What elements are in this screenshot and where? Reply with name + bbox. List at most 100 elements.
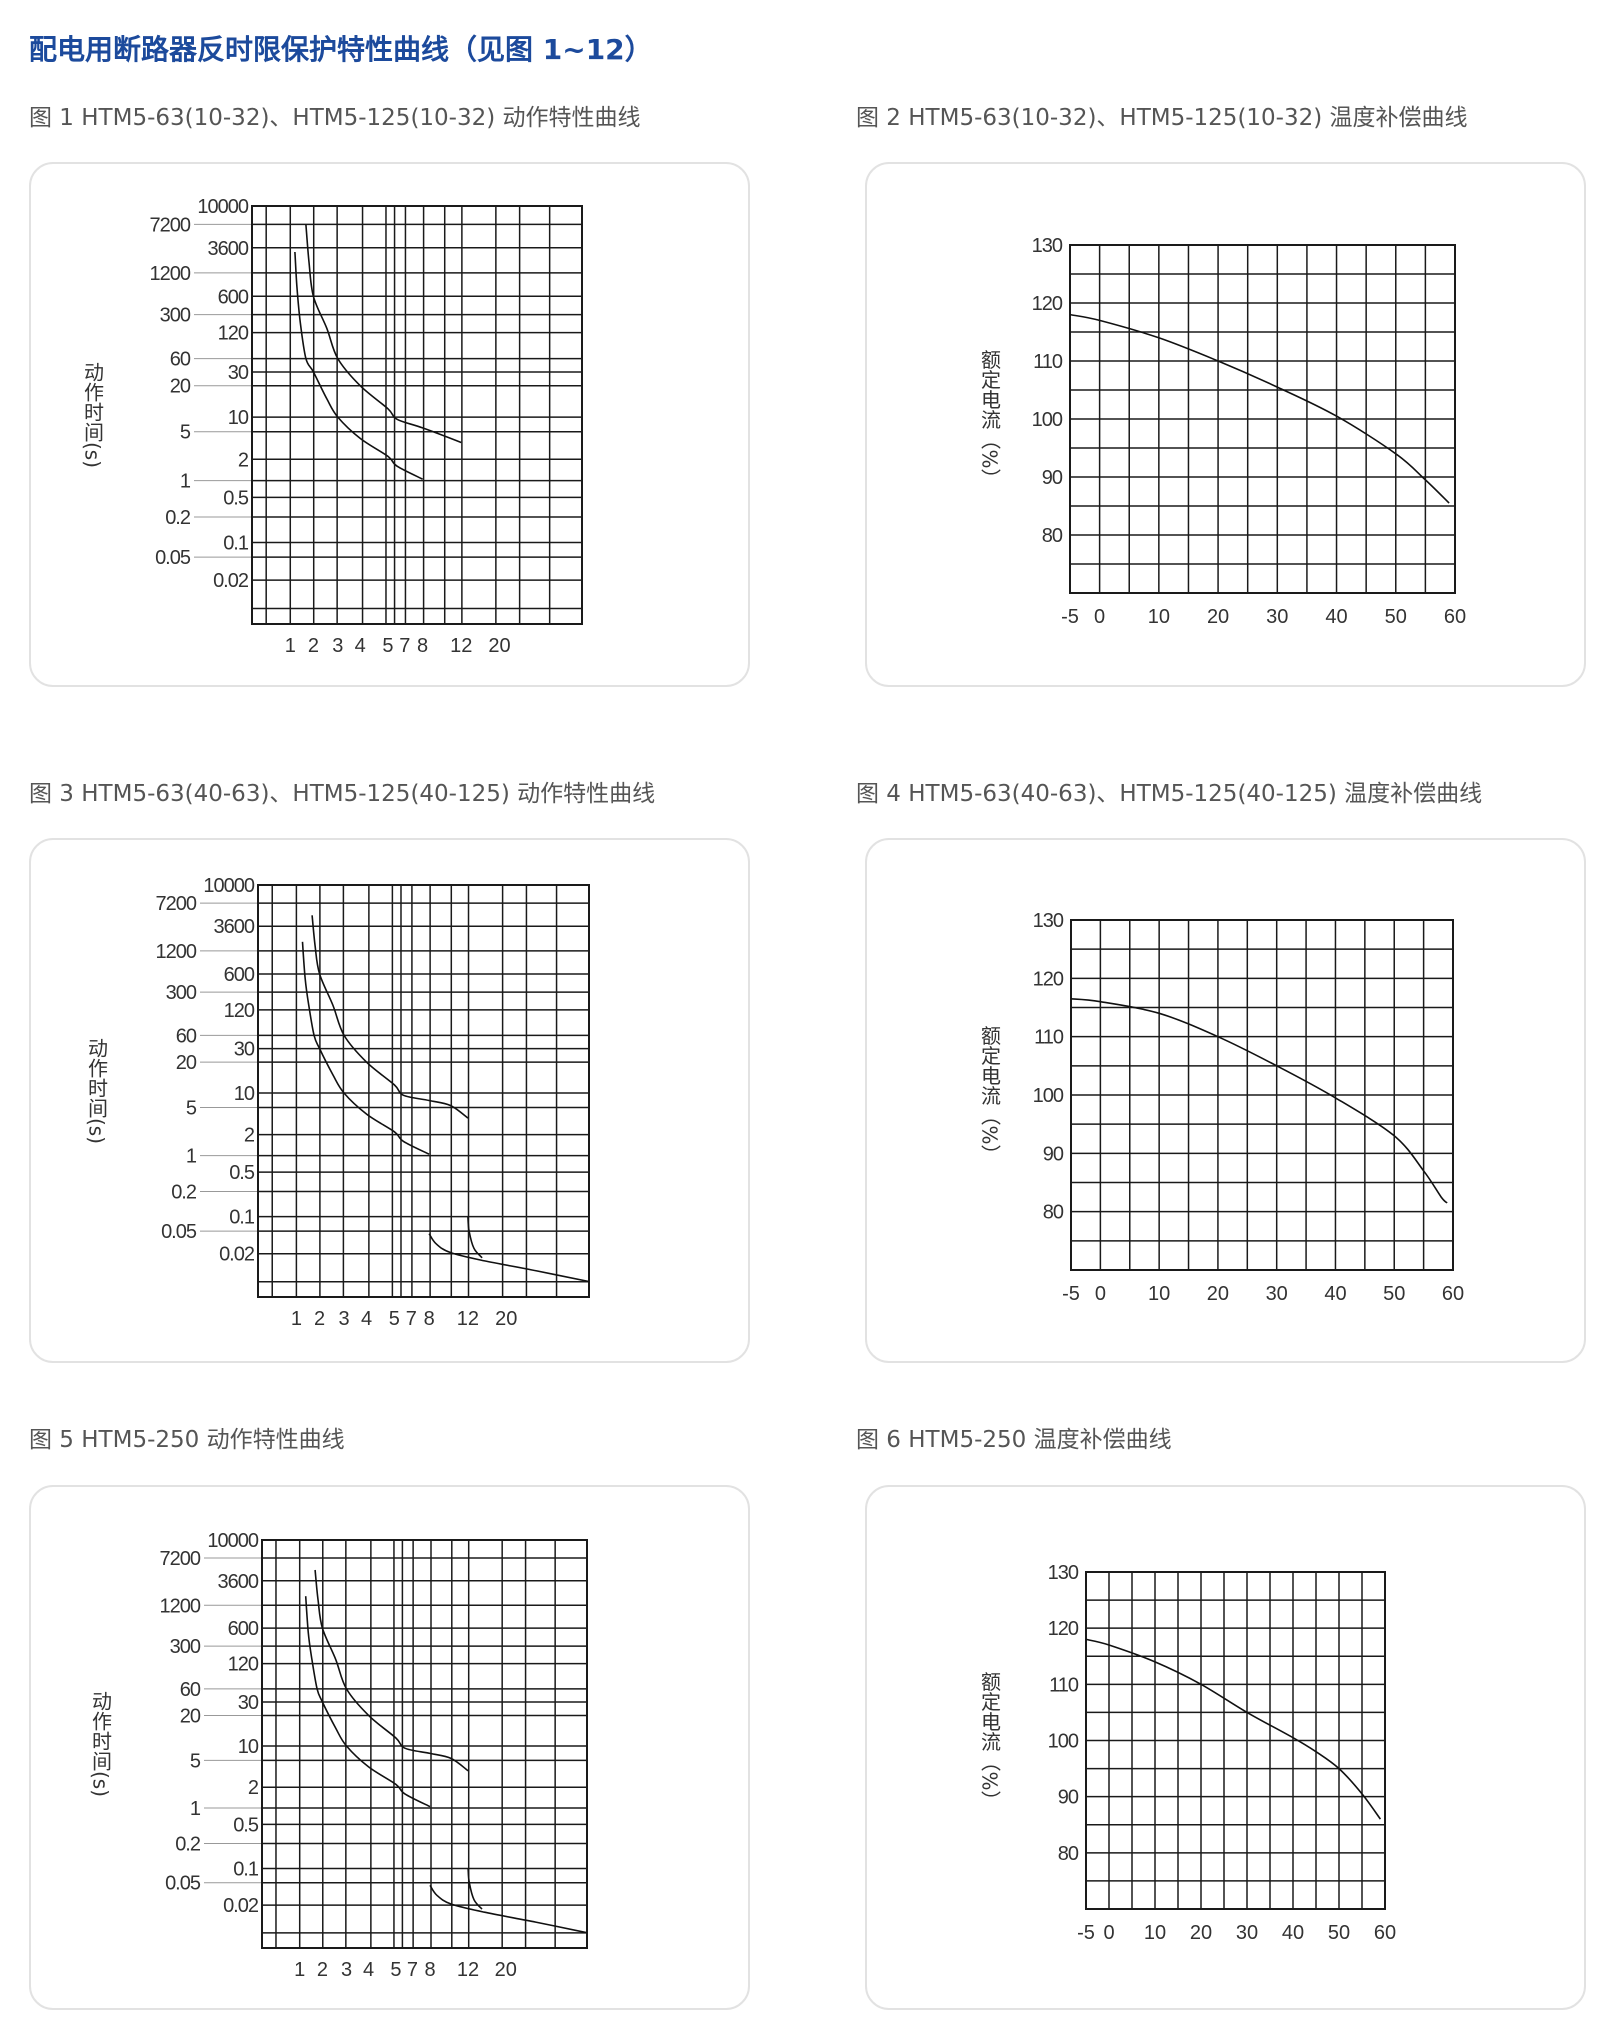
plot-frame bbox=[261, 1539, 588, 1949]
x-tick-label: 8 bbox=[424, 1959, 435, 1981]
series-upper-curve bbox=[305, 224, 462, 444]
series-instant-curve-1 bbox=[429, 1884, 587, 1934]
series-compensation-curve bbox=[1085, 1638, 1382, 1820]
x-tick-label: 0 bbox=[1103, 1922, 1114, 1944]
y-tick-label: 10 bbox=[234, 1083, 255, 1105]
x-tick-label: 4 bbox=[363, 1959, 374, 1981]
x-tick-label: 7 bbox=[399, 635, 410, 657]
y-tick-label: 1 bbox=[180, 471, 191, 493]
y-tick-label: 2 bbox=[248, 1777, 259, 1799]
y-tick-label: 600 bbox=[224, 964, 255, 986]
y-tick-label: 7200 bbox=[150, 214, 191, 236]
y-tick-label: 300 bbox=[160, 305, 191, 327]
x-tick-label: 10 bbox=[1144, 1922, 1166, 1944]
x-tick-label: 40 bbox=[1324, 1283, 1346, 1305]
y-tick-label: 120 bbox=[1048, 1618, 1079, 1640]
series-lower-curve bbox=[294, 251, 423, 480]
y-tick-label: 100 bbox=[1048, 1731, 1079, 1753]
y-axis-title: 额定电流（%） bbox=[977, 1670, 1002, 1811]
x-tick-label: 10 bbox=[1148, 1283, 1170, 1305]
x-tick-label: 0 bbox=[1095, 1283, 1106, 1305]
y-tick-label: 0.02 bbox=[223, 1895, 259, 1917]
y-tick-label: 110 bbox=[1049, 1674, 1079, 1696]
y-tick-label: 5 bbox=[190, 1750, 201, 1772]
page-title: 配电用断路器反时限保护特性曲线（见图 1~12） bbox=[29, 33, 653, 66]
y-tick-label: 120 bbox=[1032, 293, 1063, 315]
figure-5-caption: 图 5 HTM5-250 动作特性曲线 bbox=[29, 1427, 345, 1453]
plot-frame bbox=[1070, 919, 1454, 1271]
series-instant-curve-2 bbox=[467, 1216, 483, 1259]
y-tick-label: 80 bbox=[1042, 525, 1063, 547]
y-tick-label: 0.5 bbox=[233, 1814, 259, 1836]
x-tick-label: 12 bbox=[450, 635, 472, 657]
x-tick-label: 4 bbox=[361, 1308, 372, 1330]
x-tick-label: 20 bbox=[488, 635, 510, 657]
figure-2-caption: 图 2 HTM5-63(10-32)、HTM5-125(10-32) 温度补偿曲… bbox=[856, 105, 1468, 131]
x-tick-label: 20 bbox=[1207, 606, 1229, 628]
y-tick-label: 1200 bbox=[160, 1595, 201, 1617]
chart-svg: 130 120 110 100 90 80 -5 0 10 20 30 40 50 60 bbox=[1033, 910, 1465, 1305]
figure-4-card: 额定电流（%） 130 120 110 100 90 80 -5 0 10 20 30 40 50 60 bbox=[865, 838, 1586, 1363]
x-tick-label: 3 bbox=[341, 1959, 352, 1981]
x-tick-label: 40 bbox=[1325, 606, 1347, 628]
y-tick-label: 600 bbox=[228, 1618, 259, 1640]
y-tick-label: 5 bbox=[186, 1097, 197, 1119]
y-axis-title: 动作时间(s) bbox=[80, 361, 105, 469]
y-tick-label: 0.02 bbox=[213, 570, 249, 592]
y-tick-label: 20 bbox=[180, 1705, 201, 1727]
x-tick-label: 0 bbox=[1094, 606, 1105, 628]
x-tick-label: 8 bbox=[417, 635, 428, 657]
x-tick-label: 10 bbox=[1148, 606, 1170, 628]
x-tick-label: 20 bbox=[1190, 1922, 1212, 1944]
y-tick-label: 110 bbox=[1033, 351, 1063, 373]
figure-1-card: 动作时间(s) 10000 7200 3600 1200 600 300 120 60 30 20… bbox=[29, 162, 750, 687]
x-tick-label: 20 bbox=[495, 1308, 517, 1330]
y-tick-label: 0.1 bbox=[233, 1858, 259, 1880]
x-tick-label: 2 bbox=[308, 635, 319, 657]
x-tick-label: 30 bbox=[1236, 1922, 1258, 1944]
y-tick-label: 3600 bbox=[214, 916, 255, 938]
y-tick-label: 10000 bbox=[197, 196, 248, 218]
y-tick-label: 90 bbox=[1043, 1143, 1064, 1165]
y-tick-label: 3600 bbox=[208, 238, 249, 260]
y-tick-label: 120 bbox=[1033, 968, 1064, 990]
y-tick-label: 10 bbox=[228, 407, 249, 429]
y-tick-label: 100 bbox=[1033, 1085, 1064, 1107]
plot-frame bbox=[1085, 1571, 1386, 1910]
y-tick-label: 0.1 bbox=[229, 1207, 255, 1229]
x-tick-label: 4 bbox=[355, 635, 366, 657]
y-tick-label: 2 bbox=[238, 449, 249, 471]
x-tick-label: 50 bbox=[1383, 1283, 1405, 1305]
y-tick-label: 1200 bbox=[150, 263, 191, 285]
series-compensation-curve bbox=[1069, 313, 1450, 504]
series-upper-curve bbox=[311, 915, 469, 1119]
y-axis-title: 动作时间(s) bbox=[88, 1690, 113, 1798]
y-tick-label: 0.2 bbox=[171, 1182, 197, 1204]
x-tick-label: 2 bbox=[314, 1308, 325, 1330]
x-tick-label: 60 bbox=[1374, 1922, 1396, 1944]
y-tick-label: 120 bbox=[224, 1000, 255, 1022]
y-tick-label: 80 bbox=[1058, 1843, 1079, 1865]
x-tick-label: -5 bbox=[1062, 1283, 1080, 1305]
series-lower-curve bbox=[304, 1596, 431, 1808]
y-tick-label: 0.1 bbox=[223, 532, 249, 554]
y-tick-label: 130 bbox=[1032, 235, 1063, 257]
x-tick-label: 8 bbox=[424, 1308, 435, 1330]
y-tick-label: 1 bbox=[186, 1146, 197, 1168]
y-tick-label: 7200 bbox=[160, 1548, 201, 1570]
x-tick-label: 30 bbox=[1266, 606, 1288, 628]
chart-svg: 130 120 110 100 90 80 -5 0 10 20 30 40 50 60 bbox=[1048, 1562, 1397, 1944]
series-instant-curve-1 bbox=[428, 1233, 589, 1283]
y-tick-label: 1200 bbox=[156, 941, 197, 963]
x-tick-label: 20 bbox=[495, 1959, 517, 1981]
x-tick-label: 1 bbox=[291, 1308, 302, 1330]
x-tick-label: 12 bbox=[457, 1308, 479, 1330]
y-tick-label: 300 bbox=[166, 982, 197, 1004]
y-tick-label: 10 bbox=[238, 1736, 259, 1758]
y-tick-label: 60 bbox=[176, 1025, 197, 1047]
x-tick-label: 20 bbox=[1207, 1283, 1229, 1305]
y-tick-label: 600 bbox=[218, 286, 249, 308]
figure-4-caption: 图 4 HTM5-63(40-63)、HTM5-125(40-125) 温度补偿… bbox=[856, 781, 1483, 807]
x-tick-label: 1 bbox=[285, 635, 296, 657]
y-tick-label: 20 bbox=[176, 1052, 197, 1074]
